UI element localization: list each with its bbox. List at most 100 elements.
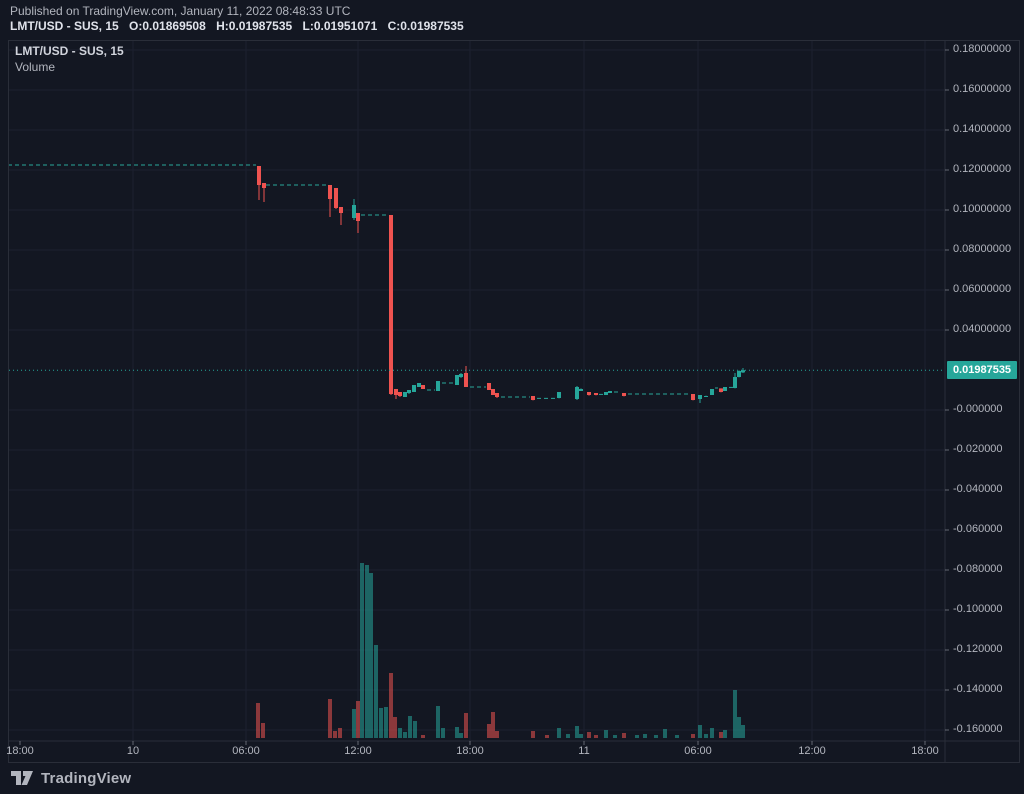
volume-bar	[604, 730, 608, 738]
candle-body	[604, 392, 608, 395]
volume-bar	[403, 732, 407, 738]
price-axis-label: -0.060000	[953, 523, 1003, 535]
candle-body	[723, 387, 727, 391]
candle-body	[398, 392, 402, 396]
chart-legend[interactable]: LMT/USD - SUS, 15 Volume	[15, 44, 124, 75]
volume-bar	[594, 735, 598, 738]
candle-body	[495, 393, 499, 397]
volume-bar	[393, 717, 397, 738]
volume-bar	[374, 645, 378, 738]
price-axis-label: 0.18000000	[953, 43, 1012, 55]
candle-body	[608, 391, 612, 393]
volume-bar	[328, 699, 332, 738]
volume-bar	[487, 724, 491, 738]
candle-body	[587, 392, 591, 395]
volume-bar	[575, 726, 579, 738]
volume-bar	[441, 728, 445, 738]
time-axis-label: 06:00	[684, 745, 712, 757]
price-axis-label: -0.120000	[953, 643, 1003, 655]
candle-body	[557, 392, 561, 398]
candle-body	[719, 388, 723, 392]
tradingview-logo[interactable]: TradingView	[10, 768, 131, 788]
legend-symbol: LMT/USD - SUS, 15	[15, 44, 124, 58]
time-axis[interactable]: 18:00 10 06:00 12:00 18:00 11 06:00 12:00 18:00	[6, 741, 945, 763]
ohlc-close: C:0.01987535	[387, 19, 464, 33]
volume-bar	[495, 731, 499, 738]
candle-body	[464, 373, 468, 387]
volume-bar	[579, 734, 583, 738]
volume-bar	[587, 732, 591, 738]
volume-bar	[360, 563, 364, 738]
volume-bar	[733, 690, 737, 738]
candle-body	[733, 377, 737, 388]
candle-body	[704, 396, 708, 397]
symbol-name: LMT/USD - SUS, 15	[10, 19, 119, 33]
candle-body	[257, 166, 261, 185]
candle-body	[459, 374, 463, 377]
price-axis-label: -0.140000	[953, 683, 1003, 695]
price-axis-label: 0.08000000	[953, 243, 1012, 255]
volume-bar	[663, 729, 667, 738]
price-axis-label: -0.040000	[953, 483, 1003, 495]
candle-body	[417, 383, 421, 387]
legend-volume-indicator: Volume	[15, 60, 56, 74]
volume-bar	[531, 731, 535, 738]
ohlc-high: H:0.01987535	[216, 19, 293, 33]
price-axis-label: -0.000000	[953, 403, 1003, 415]
candle-body	[487, 383, 491, 390]
time-axis-label: 11	[578, 745, 590, 757]
volume-bar	[459, 733, 463, 738]
volume-bar	[710, 728, 714, 738]
volume-bar	[545, 735, 549, 738]
volume-bar	[635, 735, 639, 738]
price-axis-label: 0.06000000	[953, 283, 1012, 295]
price-axis[interactable]: 0.01987535 0.18000000 0.16000000 0.1400000…	[945, 40, 1024, 763]
volume-bar	[413, 721, 417, 738]
candle-body	[412, 385, 416, 392]
volume-bar	[365, 565, 369, 738]
price-axis-label: 0.12000000	[953, 163, 1012, 175]
volume-bar	[741, 725, 745, 738]
volume-bar	[643, 734, 647, 738]
price-axis-label: 0.14000000	[953, 123, 1012, 135]
volume-bar	[698, 725, 702, 738]
volume-bar	[379, 708, 383, 738]
volume-bar	[675, 735, 679, 738]
candle-body	[262, 183, 266, 188]
candle-body	[407, 390, 411, 393]
time-axis-label: 12:00	[798, 745, 826, 757]
candle-body	[394, 389, 398, 395]
volume-bar	[723, 730, 727, 738]
candle-body	[575, 387, 579, 399]
time-axis-label: 18:00	[6, 745, 34, 757]
volume-bar	[369, 573, 373, 738]
time-axis-label: 18:00	[911, 745, 939, 757]
candle-body	[328, 185, 332, 199]
volume-bar	[384, 707, 388, 738]
chart-canvas[interactable]	[8, 40, 1020, 763]
tradingview-logo-text: TradingView	[41, 769, 132, 787]
volume-bar	[333, 731, 337, 738]
volume-bar	[491, 712, 495, 738]
volume-bar	[566, 734, 570, 738]
candle-body	[455, 375, 459, 385]
volume-bar	[719, 732, 723, 738]
price-axis-label: 0.10000000	[953, 203, 1012, 215]
candle-body	[531, 396, 535, 400]
time-axis-label: 18:00	[456, 745, 484, 757]
volume-bar	[256, 703, 260, 738]
candle-body	[339, 207, 343, 213]
candle-body	[491, 389, 495, 395]
candle-body	[594, 393, 598, 395]
volume-bar	[691, 734, 695, 738]
volume-bar	[261, 723, 265, 738]
volume-bar	[352, 709, 356, 738]
candle-body	[421, 385, 425, 389]
candle-body	[579, 389, 583, 391]
price-axis-label: -0.100000	[953, 603, 1003, 615]
candle-body	[710, 389, 714, 395]
candle-body	[356, 213, 360, 221]
volume-bar	[557, 728, 561, 738]
volume-bar	[408, 716, 412, 738]
